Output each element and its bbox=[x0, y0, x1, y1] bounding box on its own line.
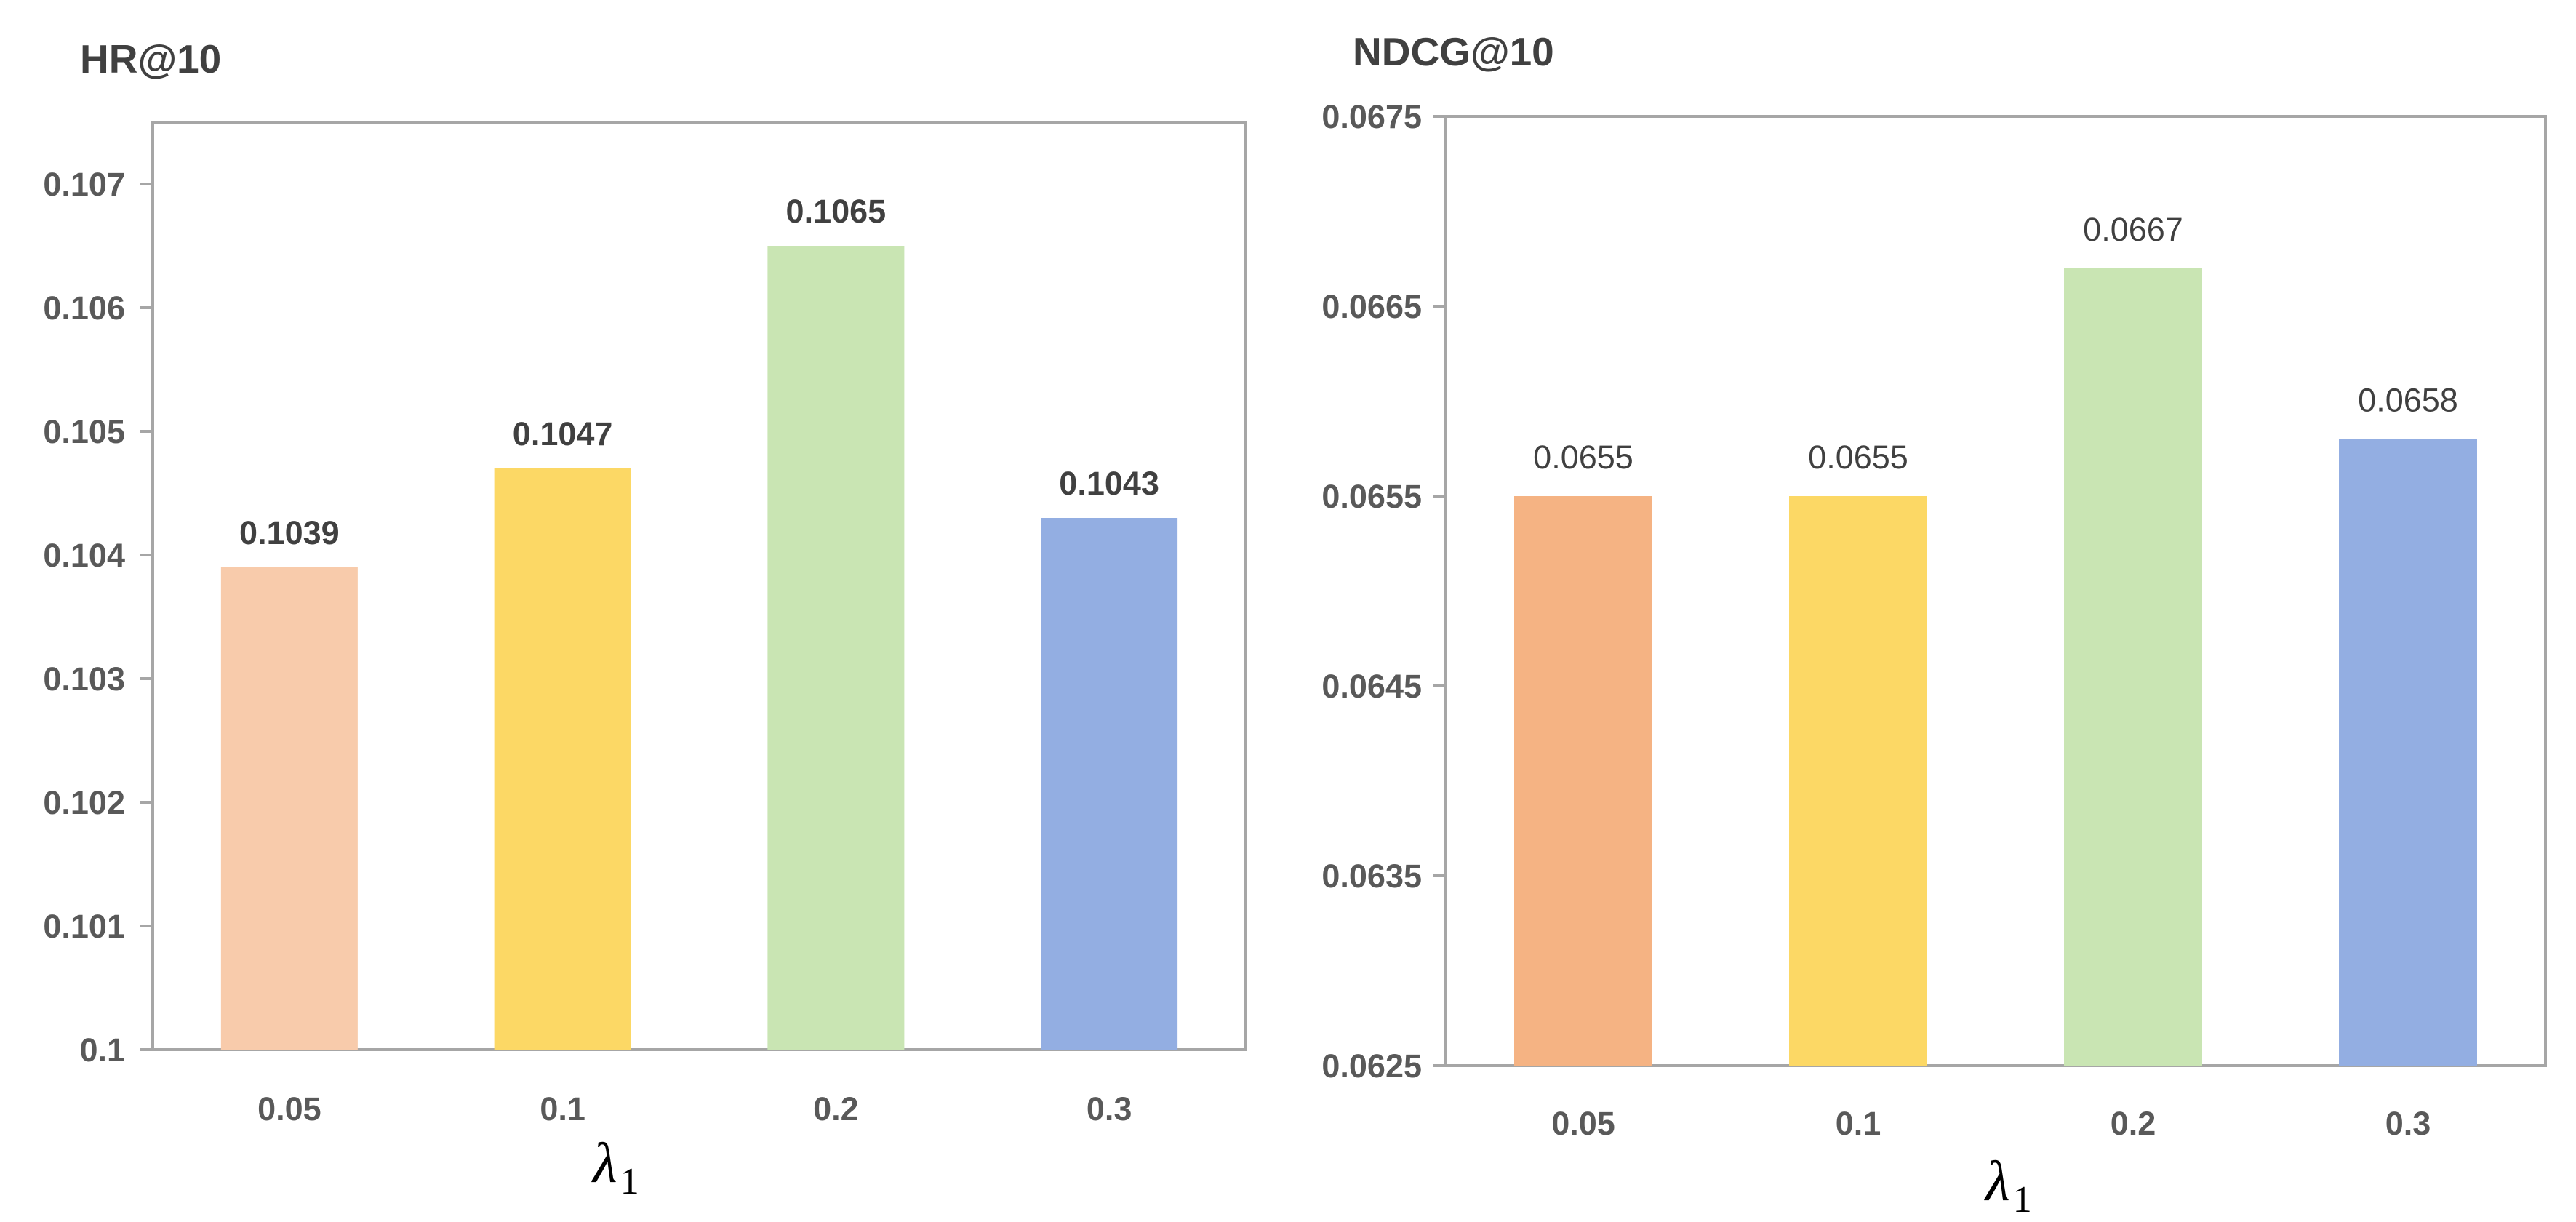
y-tick-label: 0.0665 bbox=[1321, 288, 1422, 325]
chart-title: HR@10 bbox=[80, 36, 221, 81]
bar-0.2 bbox=[767, 246, 905, 1050]
bar-value-label: 0.1065 bbox=[786, 193, 887, 230]
x-tick-label: 0.2 bbox=[813, 1090, 859, 1127]
y-tick-label: 0.0655 bbox=[1321, 478, 1422, 515]
plot-frame bbox=[1444, 115, 2547, 1067]
bar-value-label: 0.0667 bbox=[2083, 211, 2183, 248]
x-axis-label-symbol: λ bbox=[1984, 1149, 2010, 1213]
bar-value-label: 0.1039 bbox=[239, 514, 340, 551]
bar-0.1 bbox=[494, 468, 631, 1050]
y-tick-label: 0.101 bbox=[43, 908, 125, 945]
x-axis-label: λ1 bbox=[591, 1131, 639, 1202]
x-tick-label: 0.1 bbox=[1836, 1105, 1881, 1142]
bar-0.3 bbox=[1041, 518, 1178, 1050]
x-tick-label: 0.3 bbox=[1087, 1090, 1132, 1127]
bar-0.2 bbox=[2064, 268, 2202, 1066]
y-tick-label: 0.0625 bbox=[1321, 1047, 1422, 1085]
plot-frame bbox=[151, 121, 1247, 1051]
y-tick-label: 0.105 bbox=[43, 413, 125, 450]
ndcg-at-10-chart: NDCG@10 0.0625 0.0635 0.0645 0.0655 0.0665 0.0… bbox=[1321, 29, 2547, 1221]
x-axis-label: λ1 bbox=[1984, 1149, 2032, 1221]
y-tick-label: 0.103 bbox=[43, 660, 125, 698]
bar-value-label: 0.0658 bbox=[2358, 382, 2458, 419]
bar-0.3 bbox=[2339, 439, 2477, 1066]
bar-0.05 bbox=[1514, 496, 1652, 1066]
hr-at-10-chart: HR@10 0.1 0.101 0.102 0.103 0.104 0.105 0.106 0.… bbox=[43, 36, 1247, 1202]
y-tick-label: 0.106 bbox=[43, 289, 125, 327]
x-tick-label: 0.05 bbox=[257, 1090, 321, 1127]
y-tick-label: 0.0645 bbox=[1321, 668, 1422, 705]
bar-0.05 bbox=[220, 567, 358, 1050]
y-tick-label: 0.102 bbox=[43, 784, 125, 821]
y-tick-label: 0.104 bbox=[43, 537, 125, 574]
x-tick-label: 0.05 bbox=[1551, 1105, 1615, 1142]
chart-title: NDCG@10 bbox=[1353, 29, 1554, 74]
x-tick-label: 0.1 bbox=[540, 1090, 585, 1127]
bar-value-label: 0.1047 bbox=[513, 415, 613, 452]
bar-0.1 bbox=[1789, 496, 1927, 1066]
bar-value-label: 0.1043 bbox=[1059, 465, 1159, 502]
y-tick-label: 0.0675 bbox=[1321, 98, 1422, 135]
bar-value-label: 0.0655 bbox=[1533, 439, 1633, 476]
bar-value-label: 0.0655 bbox=[1808, 439, 1908, 476]
x-tick-label: 0.3 bbox=[2385, 1105, 2431, 1142]
x-tick-label: 0.2 bbox=[2111, 1105, 2156, 1142]
x-axis-label-subscript: 1 bbox=[620, 1161, 639, 1202]
y-tick-label: 0.0635 bbox=[1321, 858, 1422, 895]
x-axis-label-symbol: λ bbox=[591, 1131, 617, 1194]
y-tick-label: 0.107 bbox=[43, 166, 125, 203]
y-tick-label: 0.1 bbox=[79, 1031, 125, 1069]
x-axis-label-subscript: 1 bbox=[2013, 1179, 2032, 1221]
